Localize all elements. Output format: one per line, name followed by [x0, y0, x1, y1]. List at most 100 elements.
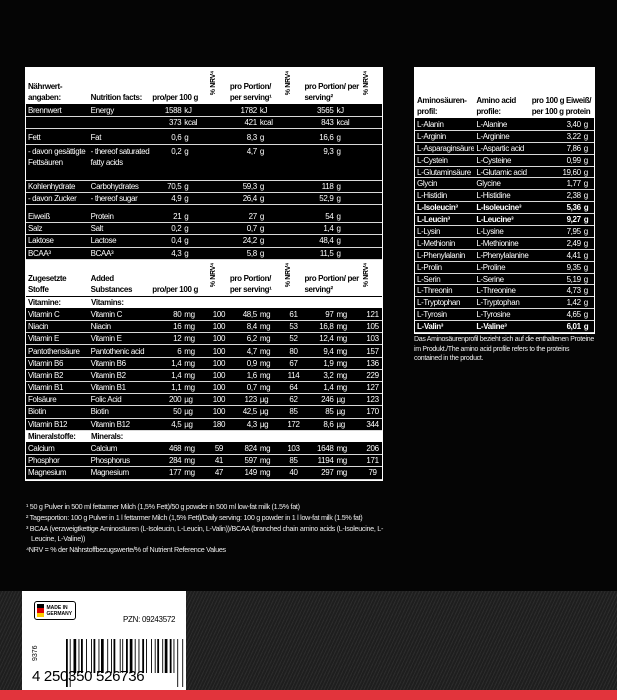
value-number: 824: [244, 444, 258, 454]
label-en: Phosphorus: [90, 456, 131, 466]
value-unit: mg: [336, 444, 347, 454]
value-unit: g: [184, 193, 189, 203]
value-cell: 42,5 µg: [228, 406, 283, 417]
value-number: 0,2: [171, 224, 182, 234]
value-number: 16,6: [319, 133, 334, 143]
barcode-bar: [164, 639, 168, 673]
label-en: Carbohydrates: [90, 181, 139, 191]
nrv-value: 229: [366, 370, 379, 380]
amino-en: L-Serine: [476, 274, 504, 284]
value-cell: 421 kcal: [228, 117, 283, 128]
value-unit: g: [259, 193, 264, 203]
value-number: 597: [244, 456, 258, 466]
value-unit: µg: [259, 407, 269, 417]
amino-en: L-Glutamic acid: [476, 167, 527, 177]
nrv-value: 53: [289, 322, 298, 332]
label-de: Vitamin B2: [28, 370, 64, 380]
value-number: 1,42: [566, 298, 582, 308]
table-row: Vitamin B2 Vitamin B2 1,4 mg 100 1,6 mg 114 3,2 m…: [26, 370, 382, 382]
value-unit: mg: [184, 346, 195, 356]
value-unit: g: [336, 248, 341, 258]
value-unit: g: [583, 310, 588, 320]
barcode-bar: [138, 639, 140, 673]
nrv-value: 79: [368, 468, 377, 478]
barcode-bar: [111, 639, 112, 673]
value-number: 80: [173, 309, 182, 319]
value-number: 8,4: [246, 322, 257, 332]
red-stripe: [0, 690, 617, 700]
label-en: Vitamin B12: [90, 419, 130, 429]
minerals-section: Mineralstoffe: Minerals:: [26, 430, 382, 443]
value-unit: g: [583, 191, 588, 201]
value-number: 0,99: [566, 155, 582, 165]
barcode-bar: [162, 639, 164, 673]
label-de: Calcium: [28, 444, 55, 454]
amino-value: 9,27 g: [530, 214, 594, 225]
value-unit: g: [336, 236, 341, 246]
value-unit: g: [336, 133, 341, 143]
value-cell: 597 mg: [228, 455, 283, 466]
column-header: Aminosäuren-profil:: [417, 96, 467, 116]
barcode-bar: [78, 639, 80, 673]
barcode-bar: [91, 639, 92, 673]
barcode-bar: [93, 639, 96, 673]
amino-de: Glycin: [417, 179, 438, 189]
value-number: 4,9: [171, 193, 182, 203]
barcode-bar: [73, 639, 77, 673]
barcode-bar: [129, 639, 133, 673]
amino-value: 1,77 g: [530, 178, 594, 189]
amino-en: L-Lysine: [476, 226, 504, 236]
column-header: pro Portion/ per serving¹: [229, 273, 272, 294]
value-unit: g: [259, 133, 264, 143]
value-number: 3,40: [566, 119, 582, 129]
barcode-bar: [142, 639, 145, 673]
value-cell: 4,5 µg: [150, 419, 208, 430]
value-number: 1648: [317, 444, 334, 454]
value-cell: 843 kcal: [302, 117, 361, 128]
value-number: 8,6: [323, 419, 334, 429]
value-number: 6,01: [566, 322, 582, 332]
nrv-header: % NRV⁴: [284, 262, 292, 287]
nrv-value: 103: [366, 334, 379, 344]
section-en: Minerals:: [91, 431, 123, 441]
value-number: 468: [168, 444, 182, 454]
value-number: 2,38: [566, 191, 582, 201]
value-unit: mg: [184, 322, 195, 332]
value-number: 4,5: [171, 419, 182, 429]
table-row: Kohlenhydrate Carbohydrates 70,5 g 59,3 g 118 g: [26, 181, 382, 193]
value-number: 6,2: [246, 334, 257, 344]
value-number: 4,3: [246, 419, 257, 429]
label-de: Niacin: [28, 322, 49, 332]
value-cell: 48,4 g: [302, 235, 361, 246]
value-unit: g: [583, 131, 588, 141]
made-in-germany-badge: MADE IN GERMANY: [34, 601, 76, 620]
table-row: Magnesium Magnesium 177 mg 47 149 mg 40 297 mg 79: [26, 467, 382, 480]
value-cell: 8,6 µg: [302, 419, 361, 430]
value-number: 1,77: [566, 179, 582, 189]
amino-row: L-Arginin L-Arginine 3,22 g: [415, 131, 594, 143]
value-number: 48,4: [319, 236, 334, 246]
amino-en: L-Tryptophan: [476, 298, 520, 308]
value-unit: kcal: [259, 118, 273, 128]
nrv-value: 127: [366, 383, 379, 393]
value-cell: 11,5 g: [302, 248, 361, 259]
amino-value: 1,42 g: [530, 297, 594, 308]
value-number: 9,35: [566, 262, 582, 272]
value-number: 3,2: [323, 370, 334, 380]
barcode-bar: [101, 639, 104, 673]
label-en: BCAA³: [90, 248, 114, 258]
nrv-value: 100: [212, 309, 226, 319]
value-number: 1,1: [171, 383, 182, 393]
table-row: Vitamin E Vitamin E 12 mg 100 6,2 mg 52 12,4 mg 10…: [26, 333, 382, 346]
value-cell: 48,5 mg: [228, 309, 283, 320]
table-row: Vitamin B6 Vitamin B6 1,4 mg 100 0,9 mg 67 1,9 mg…: [26, 358, 382, 370]
table-row: Vitamin B1 Vitamin B1 1,1 mg 100 0,7 mg 64 1,4 mg…: [26, 382, 382, 395]
nrv-header: % NRV⁴: [363, 262, 371, 287]
value-unit: g: [583, 155, 588, 165]
value-unit: g: [583, 286, 588, 296]
barcode-bar: [81, 639, 83, 673]
column-header: Amino acid profile:: [476, 96, 516, 116]
footnote-1: ¹ 50 g Pulver in 500 ml fettarmer Milch …: [26, 502, 300, 511]
value-unit: µg: [336, 407, 345, 417]
amino-value: 7,95 g: [530, 226, 594, 237]
